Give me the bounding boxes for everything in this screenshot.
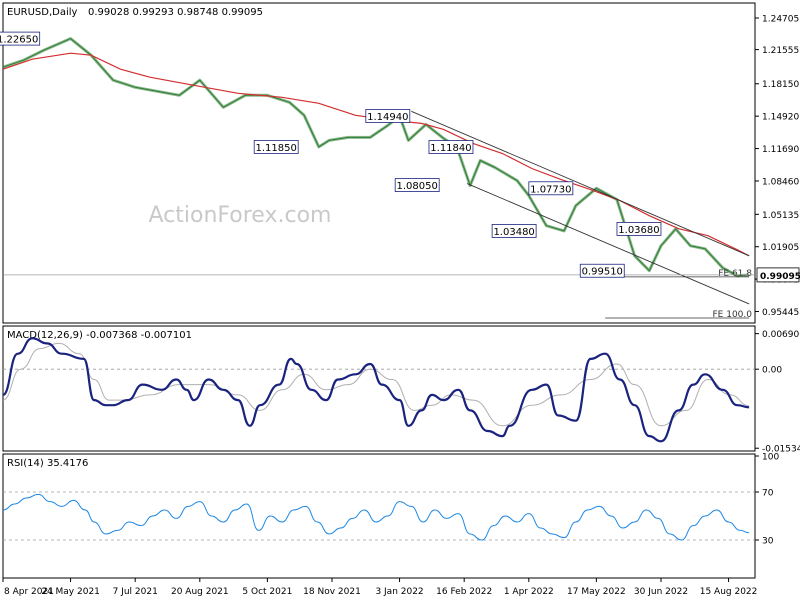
rsi-tick-label-2: 30 — [762, 537, 774, 547]
level-label-box-8 — [579, 263, 625, 278]
chart-symbol: EURUSD,Daily — [7, 7, 78, 18]
chart-ohlc: 0.99028 0.99293 0.98748 0.99095 — [88, 7, 263, 18]
last-price-tag-box — [756, 267, 800, 283]
level-label-7: 1.03680 — [618, 225, 659, 236]
level-label-3: 1.11840 — [430, 143, 471, 154]
price-tick-label-1: 1.21555 — [762, 46, 799, 56]
fib-label-0: FE 61.8 — [718, 269, 752, 279]
macd-tick-label-2: -0.015348 — [762, 445, 800, 455]
date-tick-label-4: 5 Oct 2021 — [242, 587, 292, 597]
level-label-4: 1.08050 — [397, 181, 438, 192]
rsi-title: RSI(14) 35.4176 — [7, 458, 88, 469]
price-layer: FE 61.8 FE 100.0 1.22650 1.14940 1.11850 1.11… — [0, 31, 755, 320]
price-tick-label-6: 1.05135 — [762, 211, 799, 221]
price-panel-frame — [2, 2, 756, 324]
rsi-panel-frame — [2, 453, 756, 579]
price-tick-label-0: 1.24705 — [762, 14, 799, 24]
level-label-8: 0.99510 — [582, 267, 623, 278]
last-price-tag: 0.99095 — [760, 272, 800, 282]
fib-label-1: FE 100.0 — [713, 310, 753, 320]
level-label-box-4 — [394, 178, 440, 192]
rsi-layer — [2, 491, 755, 541]
level-label-1: 1.14940 — [367, 112, 408, 123]
watermark: ActionForex.com — [149, 203, 332, 228]
channel-line-0 — [411, 110, 750, 257]
date-tick-label-10: 30 Jun 2022 — [634, 587, 688, 597]
level-label-5: 1.07730 — [530, 184, 571, 195]
date-tick-label-8: 1 Apr 2022 — [504, 587, 554, 597]
level-label-box-2 — [253, 140, 299, 154]
date-tick-label-9: 17 May 2022 — [567, 587, 626, 597]
price-tick-label-7: 1.01905 — [762, 243, 799, 253]
price-tick-label-5: 1.08460 — [762, 177, 799, 187]
price-tick-label-3: 1.14920 — [762, 113, 799, 123]
macd-signal-line — [2, 342, 750, 427]
macd-tick-label-1: 0.00 — [762, 366, 782, 376]
level-label-box-0 — [0, 31, 41, 46]
price-tick-label-4: 1.11690 — [762, 145, 799, 155]
macd-title: MACD(12,26,9) -0.007368 -0.007101 — [7, 330, 192, 341]
price-tick-label-2: 1.18150 — [762, 80, 799, 90]
level-label-box-5 — [528, 181, 574, 196]
axis-layer: 1.24705 1.21555 1.18150 1.14920 1.11690 1.084… — [2, 14, 800, 597]
price-tick-label-9: 0.95445 — [762, 308, 799, 318]
date-tick-label-11: 15 Aug 2022 — [700, 587, 758, 597]
level-label-6: 1.03480 — [493, 227, 534, 238]
price-band — [2, 37, 750, 278]
date-tick-label-1: 24 May 2021 — [41, 587, 100, 597]
level-label-box-1 — [365, 109, 411, 123]
date-tick-label-5: 18 Nov 2021 — [303, 587, 361, 597]
level-label-2: 1.11850 — [256, 143, 297, 154]
date-tick-label-0: 8 Apr 2021 — [4, 587, 54, 597]
rsi-tick-label-0: 100 — [762, 453, 779, 463]
date-tick-label-7: 16 Feb 2022 — [436, 587, 492, 597]
macd-layer — [2, 337, 755, 443]
macd-tick-label-0: 0.006906 — [762, 330, 800, 340]
level-label-box-3 — [428, 140, 474, 154]
rsi-line — [2, 493, 750, 541]
macd-main-line — [2, 337, 750, 443]
date-tick-label-2: 7 Jul 2021 — [113, 587, 158, 597]
moving-average-line — [2, 52, 750, 257]
macd-panel-frame — [2, 325, 756, 452]
level-label-0: 1.22650 — [0, 35, 38, 46]
level-label-box-6 — [491, 224, 537, 238]
level-label-box-7 — [616, 222, 662, 236]
date-tick-label-6: 3 Jan 2022 — [375, 587, 423, 597]
rsi-tick-label-1: 70 — [762, 489, 774, 499]
price-line — [2, 38, 750, 277]
date-tick-label-3: 20 Aug 2021 — [171, 587, 229, 597]
channel-line-1 — [466, 183, 750, 305]
